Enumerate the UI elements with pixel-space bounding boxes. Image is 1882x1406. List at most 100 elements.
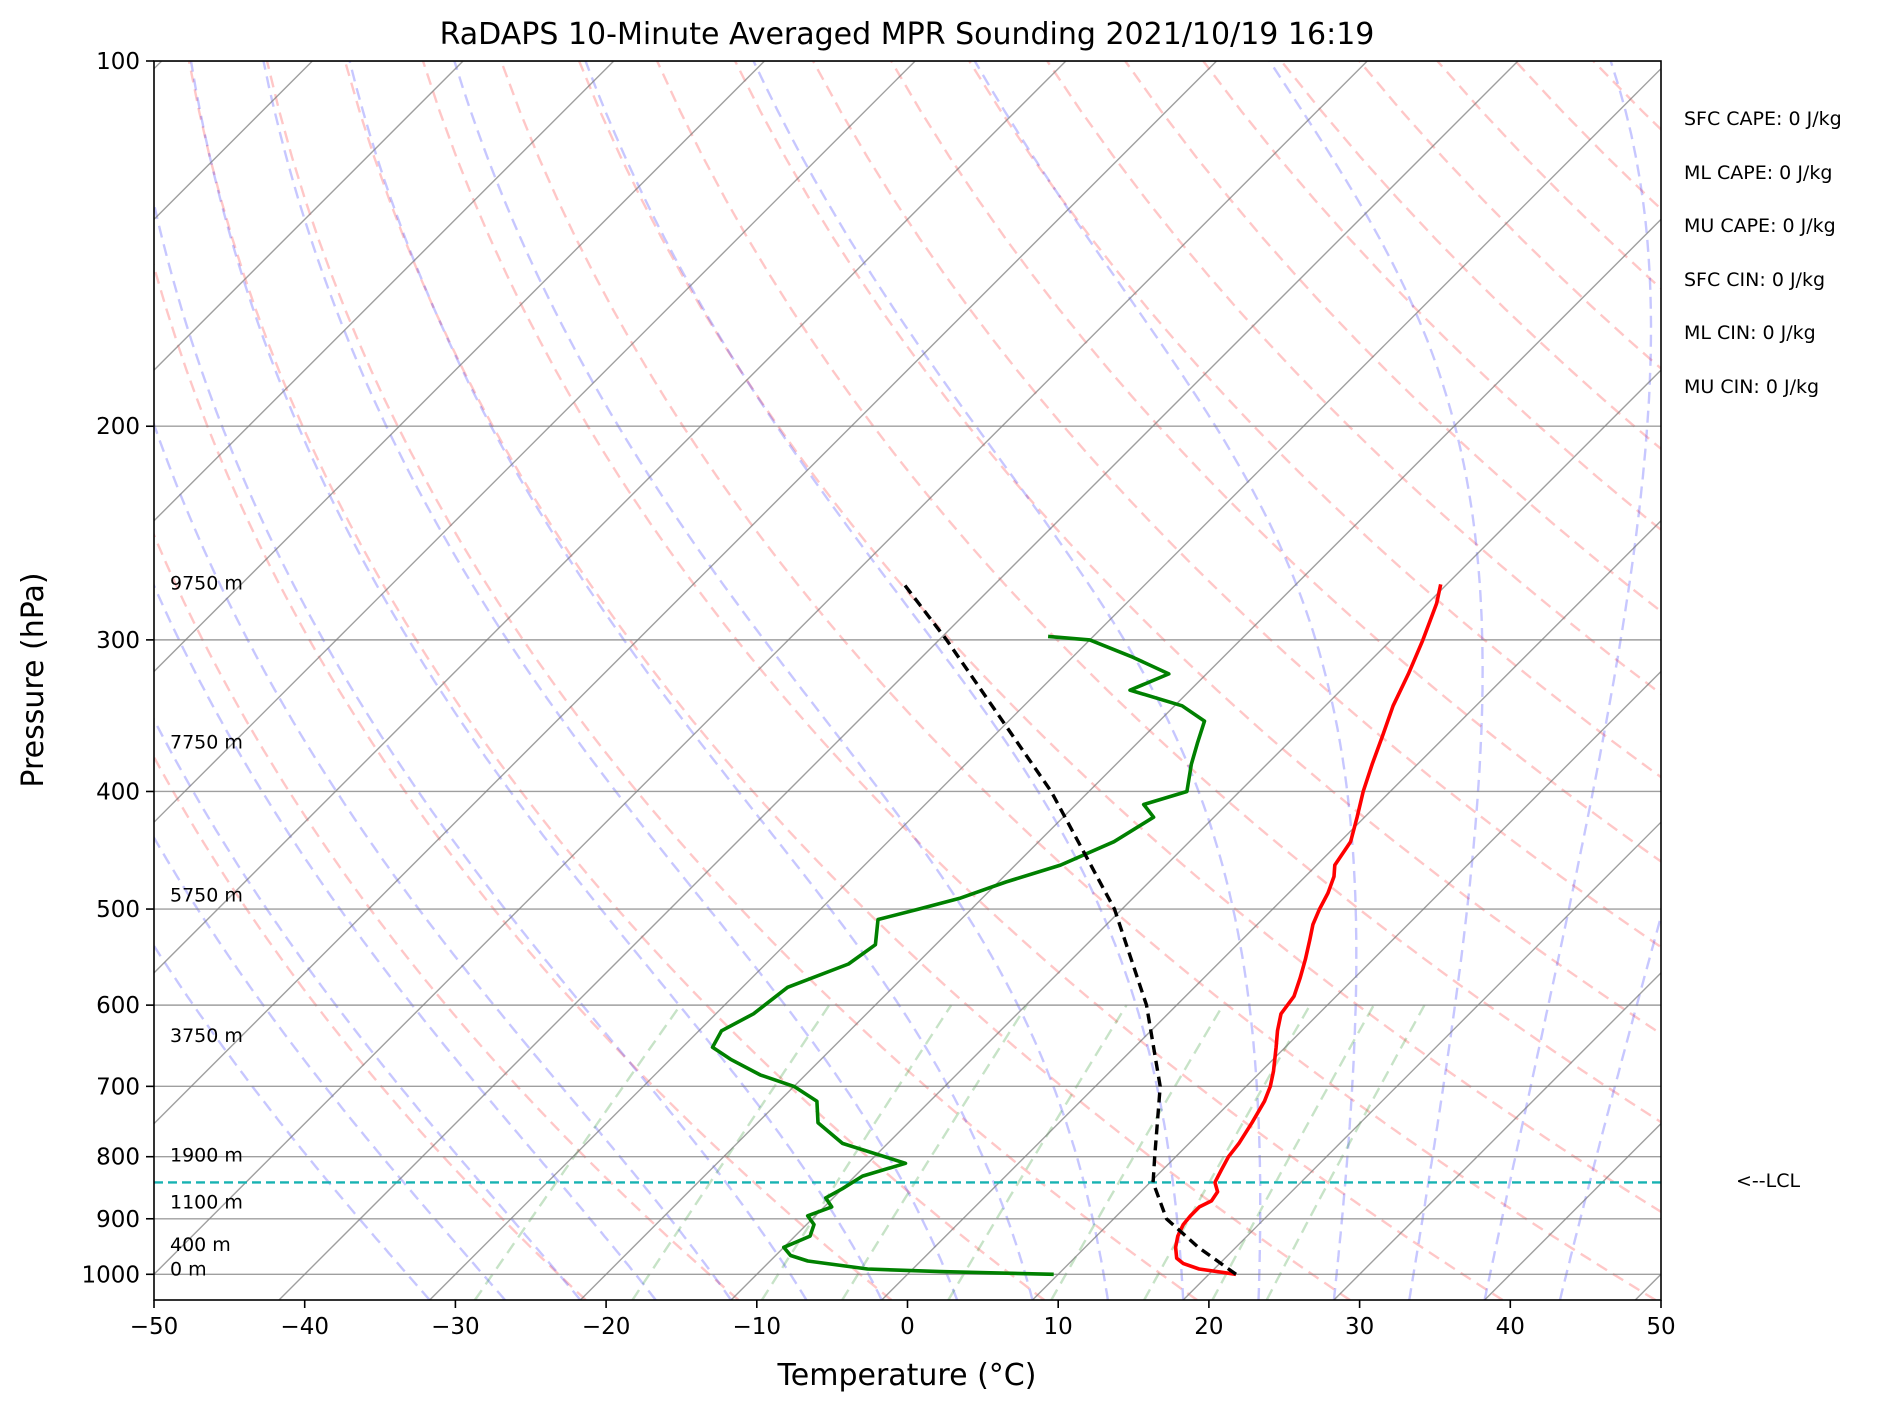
dry-adiabat-line <box>154 754 587 1300</box>
isotherm-line <box>154 61 1368 1276</box>
dry-adiabat-line <box>421 61 1504 1300</box>
dry-adiabat-line <box>154 261 893 1300</box>
stat-sfc-cin: SFC CIN: 0 J/kg <box>1684 268 1826 291</box>
height-label: 3750 m <box>170 1025 243 1047</box>
isotherm-line <box>1031 670 1661 1300</box>
x-axis-label: Temperature (°C) <box>777 1358 1037 1393</box>
x-tick-label: −20 <box>582 1314 631 1340</box>
dry-adiabat-line <box>1124 61 1661 613</box>
y-tick-label: 1000 <box>81 1262 140 1288</box>
isotherm-line <box>154 61 1067 974</box>
y-tick-label: 700 <box>96 1074 140 1100</box>
isotherm-line <box>881 519 1661 1300</box>
y-tick-label: 400 <box>96 779 140 805</box>
x-tick-label: −40 <box>280 1314 329 1340</box>
moist-adiabat-line <box>973 61 1358 1300</box>
dewpoint-profile <box>710 634 1207 1277</box>
moist-adiabat-line <box>262 61 959 1300</box>
isotherm-line <box>154 61 916 824</box>
isotherm-line <box>154 61 1218 1125</box>
y-tick-label: 100 <box>96 49 140 75</box>
dry-adiabat-line <box>890 61 1661 863</box>
chart-title: RaDAPS 10-Minute Averaged MPR Sounding 2… <box>440 17 1375 52</box>
moist-adiabat-line <box>752 61 1262 1300</box>
pressure-gridlines <box>154 61 1661 1275</box>
moist-adiabat-line <box>154 420 733 1300</box>
dry-adiabat-line <box>187 61 1046 1300</box>
isotherm-line <box>429 67 1661 1300</box>
height-label: 1100 m <box>170 1192 243 1214</box>
dry-adiabats <box>154 61 1661 1300</box>
x-tick-label: 20 <box>1194 1314 1223 1340</box>
y-tick-label: 800 <box>96 1145 140 1171</box>
isotherm-line <box>0 61 11 1300</box>
dry-adiabat-line <box>734 61 1661 1036</box>
temperature-profile <box>1173 584 1443 1277</box>
moist-adiabat-line <box>154 835 506 1300</box>
stat-mu-cin: MU CIN: 0 J/kg <box>1684 375 1820 398</box>
height-label: 5750 m <box>170 885 243 907</box>
isotherm-line <box>154 61 765 673</box>
dry-adiabat-line <box>265 61 1198 1300</box>
isotherm-line <box>1182 821 1661 1300</box>
y-tick-label: 500 <box>96 897 140 923</box>
mixing-ratio-line <box>1265 1004 1426 1300</box>
dry-adiabat-line <box>343 61 1351 1300</box>
moist-adiabat-line <box>1558 912 1661 1300</box>
moist-adiabat-line <box>154 943 431 1300</box>
stats-panel: SFC CAPE: 0 J/kg ML CAPE: 0 J/kg MU CAPE… <box>1684 108 1874 430</box>
dry-adiabat-line <box>154 531 740 1300</box>
moist-adiabat-line <box>189 61 883 1300</box>
mixing-ratio-line <box>760 1004 953 1300</box>
dry-adiabat-line <box>656 61 1661 1124</box>
height-label: 1900 m <box>170 1145 243 1167</box>
parcel-profile <box>902 583 1237 1276</box>
isotherm-line <box>154 61 464 372</box>
moist-adiabat-line <box>154 717 582 1300</box>
mixing-ratio-line <box>1211 1004 1375 1300</box>
isotherms <box>0 61 1661 1300</box>
y-tick-label: 200 <box>96 414 140 440</box>
moist-adiabat-line <box>154 582 657 1300</box>
x-tick-label: 10 <box>1044 1314 1073 1340</box>
stat-mu-cape: MU CAPE: 0 J/kg <box>1684 215 1836 238</box>
height-label: 7750 m <box>170 732 243 754</box>
x-tick-label: 40 <box>1496 1314 1525 1340</box>
y-tick-label: 600 <box>96 993 140 1019</box>
x-tick-label: −10 <box>733 1314 782 1340</box>
height-label: 9750 m <box>170 572 243 594</box>
y-axis-label: Pressure (hPa) <box>16 572 51 787</box>
stat-sfc-cape: SFC CAPE: 0 J/kg <box>1684 108 1842 130</box>
plot-area <box>0 61 1661 1300</box>
height-label: 400 m <box>170 1234 231 1256</box>
mixing-ratio-line <box>947 1004 1128 1300</box>
x-tick-label: −50 <box>130 1314 179 1340</box>
mixing-ratio-line <box>473 1004 682 1300</box>
x-tick-label: 50 <box>1646 1314 1675 1340</box>
stat-ml-cape: ML CAPE: 0 J/kg <box>1684 161 1833 184</box>
plot-frame <box>153 60 1662 1301</box>
x-tick-label: 30 <box>1345 1314 1374 1340</box>
moist-adiabat-line <box>453 61 1109 1300</box>
x-tick-label: −30 <box>431 1314 480 1340</box>
moist-adiabat-line <box>1268 61 1484 1300</box>
moist-adiabats <box>154 61 1661 1300</box>
height-label: 0 m <box>170 1258 207 1280</box>
lcl-label: <--LCL <box>1736 1170 1801 1193</box>
isotherm-line <box>579 218 1661 1300</box>
y-tick-label: 900 <box>96 1207 140 1233</box>
dry-adiabat-line <box>968 61 1661 779</box>
mixing-ratio-lines <box>473 1004 1426 1300</box>
moist-adiabat-line <box>348 61 1034 1300</box>
isotherm-line <box>154 61 615 522</box>
stat-ml-cin: ML CIN: 0 J/kg <box>1684 322 1816 345</box>
moist-adiabat-line <box>584 61 1185 1300</box>
dry-adiabat-line <box>577 61 1661 1214</box>
isotherm-line <box>730 369 1661 1300</box>
dry-adiabat-line <box>812 61 1661 949</box>
isotherm-line <box>278 61 1519 1300</box>
moist-adiabat-line <box>1483 61 1653 1300</box>
y-tick-label: 300 <box>96 628 140 654</box>
